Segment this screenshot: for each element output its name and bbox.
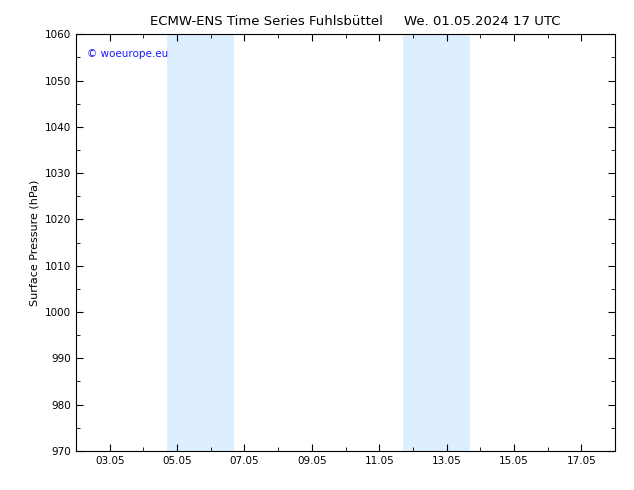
Bar [167,34,235,451]
Y-axis label: Surface Pressure (hPa): Surface Pressure (hPa) [29,179,39,306]
Text: We. 01.05.2024 17 UTC: We. 01.05.2024 17 UTC [404,15,560,28]
Text: © woeurope.eu: © woeurope.eu [87,49,168,59]
Bar [403,34,470,451]
Text: ECMW-ENS Time Series Fuhlsbüttel: ECMW-ENS Time Series Fuhlsbüttel [150,15,383,28]
